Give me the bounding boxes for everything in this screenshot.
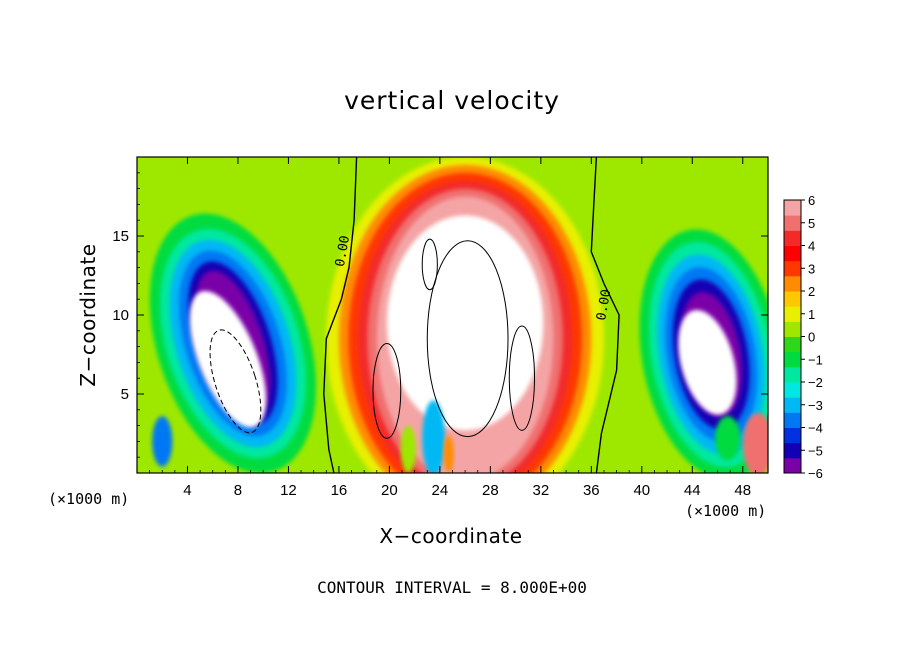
colorbar-swatch (784, 336, 801, 353)
colorbar-tick-label: 4 (808, 239, 815, 254)
surface-feature (152, 416, 173, 467)
y-tick-label: 15 (112, 228, 129, 245)
colorbar-swatch (784, 366, 801, 383)
colorbar-swatch (784, 457, 801, 474)
colorbar-swatch (784, 245, 801, 262)
x-tick-label: 48 (734, 482, 751, 499)
x-unit-label-right: (×1000 m) (685, 502, 767, 520)
y-axis-label: Z−coordinate (76, 243, 100, 387)
x-tick-label: 4 (183, 482, 191, 499)
colorbar-tick-label: −5 (808, 443, 823, 458)
colorbar-swatch (784, 306, 801, 322)
x-unit-label-left: (×1000 m) (48, 490, 130, 508)
x-tick-label: 20 (381, 482, 398, 499)
y-tick-label: 10 (112, 307, 129, 324)
colorbar-swatch (784, 215, 801, 231)
contour-interval-note: CONTOUR INTERVAL = 8.000E+00 (317, 578, 587, 597)
updraft-base-streak (443, 435, 454, 473)
x-tick-label: 12 (280, 482, 297, 499)
colorbar-tick-label: −4 (808, 421, 823, 436)
positive-contour (426, 240, 509, 438)
negative-contour (209, 329, 262, 434)
colorbar: 6 5 4 3 2 1 0 −1 −2 −3 −4 −5 −6 (783, 193, 823, 481)
x-axis: 4 8 12 16 20 24 28 32 36 40 44 48 (149, 157, 756, 499)
surface-feature (714, 416, 741, 461)
x-tick-label: 24 (432, 482, 449, 499)
heatmap-field (137, 157, 768, 473)
colorbar-swatch (784, 442, 801, 459)
contour-label: 0.00 (333, 234, 353, 267)
x-tick-label: 32 (532, 482, 549, 499)
colorbar-swatch (784, 291, 801, 307)
colorbar-swatch (784, 260, 801, 277)
colorbar-tick-label: −3 (808, 398, 823, 413)
colorbar-tick-label: 5 (808, 216, 815, 231)
colorbar-swatch (784, 275, 801, 292)
colorbar-swatch (784, 321, 801, 337)
colorbar-swatch (784, 200, 801, 216)
colorbar-swatch (784, 412, 801, 428)
colorbar-tick-label: 2 (808, 284, 815, 299)
y-axis: 5 10 15 (112, 172, 768, 458)
x-tick-label: 44 (684, 482, 701, 499)
updraft-base-streak (400, 425, 416, 473)
zero-contour (323, 157, 358, 473)
colorbar-tick-label: −1 (808, 352, 823, 367)
x-tick-label: 28 (482, 482, 499, 499)
colorbar-swatch (784, 397, 801, 413)
colorbar-swatch (784, 230, 801, 246)
chart-title: vertical velocity (344, 86, 560, 115)
x-tick-label: 36 (583, 482, 600, 499)
colorbar-tick-label: 6 (808, 193, 815, 208)
x-tick-label: 16 (331, 482, 348, 499)
colorbar-tick-label: 1 (808, 307, 815, 322)
x-tick-label: 8 (234, 482, 242, 499)
left-downdraft-core (189, 290, 267, 428)
central-updraft-core (386, 215, 544, 431)
colorbar-tick-label: −2 (808, 375, 823, 390)
contour-label: 0.00 (594, 288, 614, 321)
colorbar-swatch (784, 351, 801, 368)
colorbar-swatch (784, 427, 801, 444)
y-tick-label: 5 (121, 386, 129, 403)
positive-contour (372, 342, 402, 439)
positive-contour (508, 325, 536, 431)
zero-contour (590, 157, 620, 473)
positive-contour (421, 238, 438, 291)
colorbar-swatch (784, 382, 801, 398)
colorbar-tick-label: 0 (808, 330, 815, 345)
surface-feature (742, 412, 768, 473)
colorbar-tick-label: 3 (808, 261, 815, 276)
contour-lines: 0.00 0.00 (209, 157, 620, 473)
x-tick-label: 40 (633, 482, 650, 499)
updraft-base-streak (422, 400, 445, 473)
right-downdraft-core (678, 310, 737, 415)
x-axis-label: X−coordinate (379, 524, 523, 548)
colorbar-tick-label: −6 (808, 466, 823, 481)
